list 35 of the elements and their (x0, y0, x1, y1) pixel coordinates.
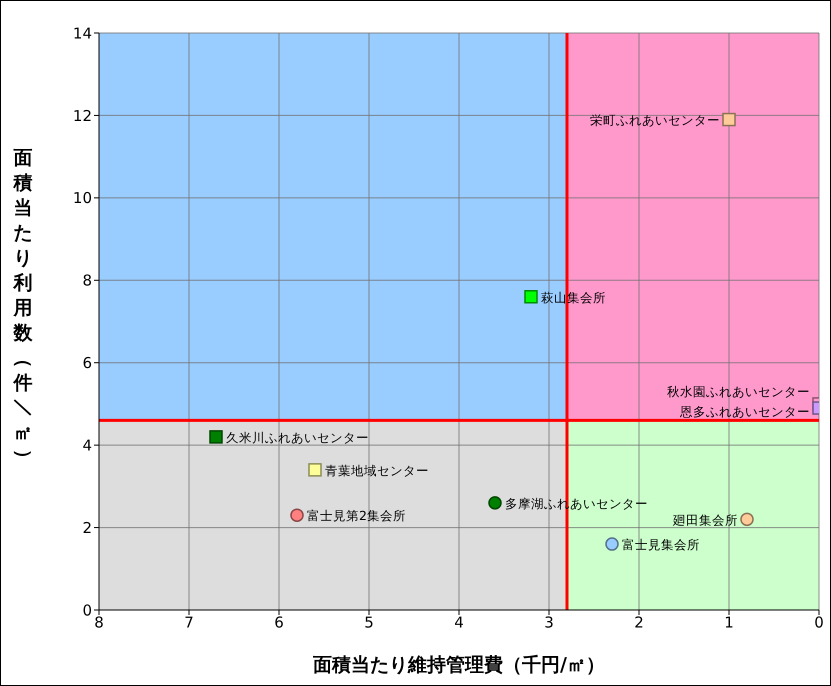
text: 面積当たり利用数（件／㎡） (12, 147, 34, 468)
series-label: 栄町ふれあいセンター (590, 112, 720, 128)
point (308, 463, 322, 477)
y-tick-label: 6 (82, 354, 92, 372)
x-tick-label: 3 (544, 614, 554, 632)
point (209, 430, 223, 444)
x-tick-label: 5 (364, 614, 374, 632)
x-tick-label: 1 (724, 614, 734, 632)
x-tick-label: 6 (274, 614, 284, 632)
x-axis-title: 面積当たり維持管理費（千円/㎡） (312, 653, 606, 678)
y-tick-label: 4 (82, 436, 92, 454)
series-label: 青葉地域センター (325, 462, 429, 478)
x-tick-label: 2 (634, 614, 644, 632)
point (605, 537, 619, 551)
series-label: 久米川ふれあいセンター (226, 430, 369, 445)
x-tick-label: 8 (94, 614, 104, 632)
x-tick-label: 7 (184, 614, 194, 632)
y-tick-label: 2 (82, 518, 92, 537)
point (740, 512, 754, 526)
series-label: 秋水園ふれあいセンター (667, 384, 810, 399)
y-tick-label: 14 (72, 24, 92, 42)
series-label: 富士見集会所 (622, 537, 700, 552)
point (488, 496, 502, 510)
y-tick-label: 8 (82, 272, 92, 290)
series-label: 廻田集会所 (672, 512, 738, 528)
y-tick-label: 0 (82, 601, 92, 620)
point (524, 290, 538, 304)
series-label: 恩多ふれあいセンター (679, 404, 810, 420)
y-tick-label: 10 (72, 189, 92, 208)
point (722, 112, 736, 126)
point (290, 508, 304, 522)
x-tick-label: 4 (454, 614, 464, 632)
y-tick-label: 12 (72, 106, 92, 125)
x-tick-label: 0 (814, 614, 824, 632)
series-label: 富士見第2集会所 (307, 508, 406, 524)
